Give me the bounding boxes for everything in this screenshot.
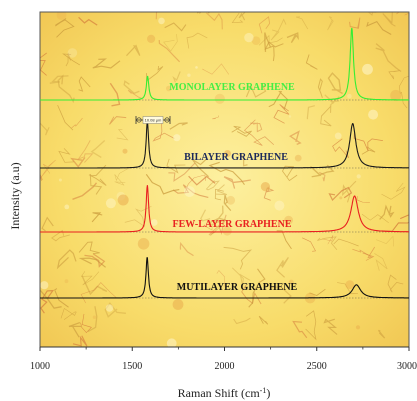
series-label-3: FEW-LAYER GRAPHENE: [173, 219, 292, 230]
x-tick-label-1000: 1000: [30, 361, 50, 372]
micrograph-texture: [40, 12, 409, 347]
series-label-1: MONOLAYER GRAPHENE: [169, 82, 295, 93]
series-line-1: [40, 27, 409, 101]
x-tick-label-3000: 3000: [397, 361, 417, 372]
x-axis-title: Raman Shift (cm-1): [178, 386, 271, 400]
x-axis: 1000 1500 2000 2500 3000: [30, 346, 417, 372]
series-line-3: [40, 185, 409, 233]
scale-bar-label: 10.08 µm: [145, 118, 162, 123]
x-tick-label-2500: 2500: [307, 361, 327, 372]
micrograph-background: [40, 12, 409, 347]
scale-bar: 10.08 µm: [135, 116, 171, 124]
series-line-2: [40, 121, 409, 169]
x-tick-label-2000: 2000: [215, 361, 235, 372]
y-axis-title: Intensity (a.u): [8, 162, 22, 229]
series-label-4: MUTILAYER GRAPHENE: [177, 282, 298, 293]
x-tick-label-1500: 1500: [122, 361, 142, 372]
series-line-4: [40, 257, 409, 299]
series-lines: [40, 27, 409, 299]
series-labels: MONOLAYER GRAPHENE BILAYER GRAPHENE FEW-LA…: [169, 82, 297, 293]
plot-area: [39, 11, 410, 348]
series-label-2: BILAYER GRAPHENE: [184, 152, 288, 163]
